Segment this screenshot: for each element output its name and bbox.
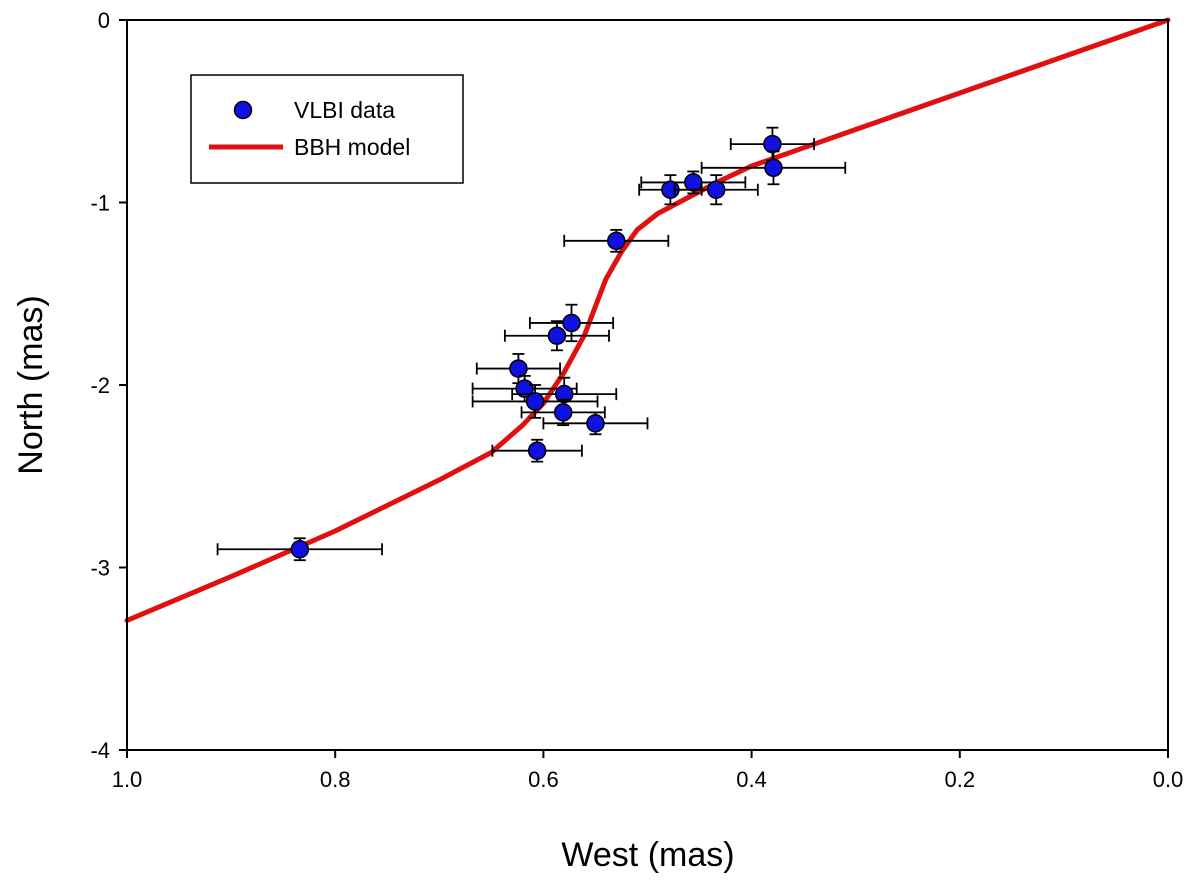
data-layer	[216, 126, 847, 562]
x-tick-label-1: 0.8	[320, 767, 351, 792]
vlbi-marker	[527, 441, 547, 460]
vlbi-marker	[763, 134, 782, 154]
vlbi-marker	[607, 231, 626, 251]
legend-label-vlbi: VLBI data	[294, 97, 395, 123]
x-tick-label-0: 1.0	[112, 767, 143, 792]
y-axis-title: North (mas)	[12, 295, 50, 474]
vlbi-point-13	[542, 411, 649, 436]
y-tick-label-2: -2	[90, 373, 110, 398]
vlbi-point-12	[520, 398, 606, 427]
y-tick-label-1: -1	[90, 191, 110, 216]
vlbi-point-15	[216, 537, 383, 562]
vlbi-marker	[586, 414, 605, 433]
y-tick-label-4: -4	[90, 738, 110, 763]
vlbi-marker	[684, 173, 703, 192]
vlbi-point-7	[503, 320, 610, 352]
vlbi-point-5	[563, 228, 670, 253]
vlbi-point-11	[471, 384, 599, 419]
x-tick-label-3: 0.4	[736, 767, 767, 792]
vlbi-marker	[515, 379, 534, 398]
y-tick-label-3: -3	[90, 556, 110, 581]
vlbi-marker	[553, 403, 573, 422]
model-layer	[124, 17, 1171, 623]
vlbi-marker	[562, 313, 581, 333]
vlbi-marker	[554, 384, 574, 404]
vlbi-point-8	[475, 353, 561, 385]
x-tick-label-5: 0.0	[1153, 767, 1184, 792]
vlbi-marker	[290, 540, 310, 559]
vlbi-marker	[764, 158, 783, 178]
tick-layer: 1.0 0.8 0.6 0.4 0.2 0.0 0 -1 -2 -3 -4	[90, 8, 1183, 792]
legend: VLBI data BBH model	[190, 74, 464, 184]
legend-label-bbh: BBH model	[294, 134, 410, 160]
vlbi-point-6	[528, 303, 615, 343]
vlbi-point-1	[700, 150, 847, 186]
bbh-model-curve	[124, 17, 1171, 623]
y-tick-label-0: 0	[98, 8, 110, 33]
vlbi-marker	[547, 326, 567, 345]
legend-box	[190, 74, 464, 184]
x-tick-label-2: 0.6	[528, 767, 559, 792]
legend-marker-vlbi	[233, 100, 253, 120]
vlbi-point-4	[673, 174, 759, 206]
x-axis-title: West (mas)	[561, 836, 734, 874]
vlbi-marker	[509, 359, 528, 378]
vlbi-point-14	[491, 438, 583, 463]
x-tick-label-4: 0.2	[945, 767, 976, 792]
vlbi-marker	[706, 180, 726, 199]
vlbi-marker	[525, 392, 545, 411]
vlbi-point-0	[729, 126, 815, 162]
